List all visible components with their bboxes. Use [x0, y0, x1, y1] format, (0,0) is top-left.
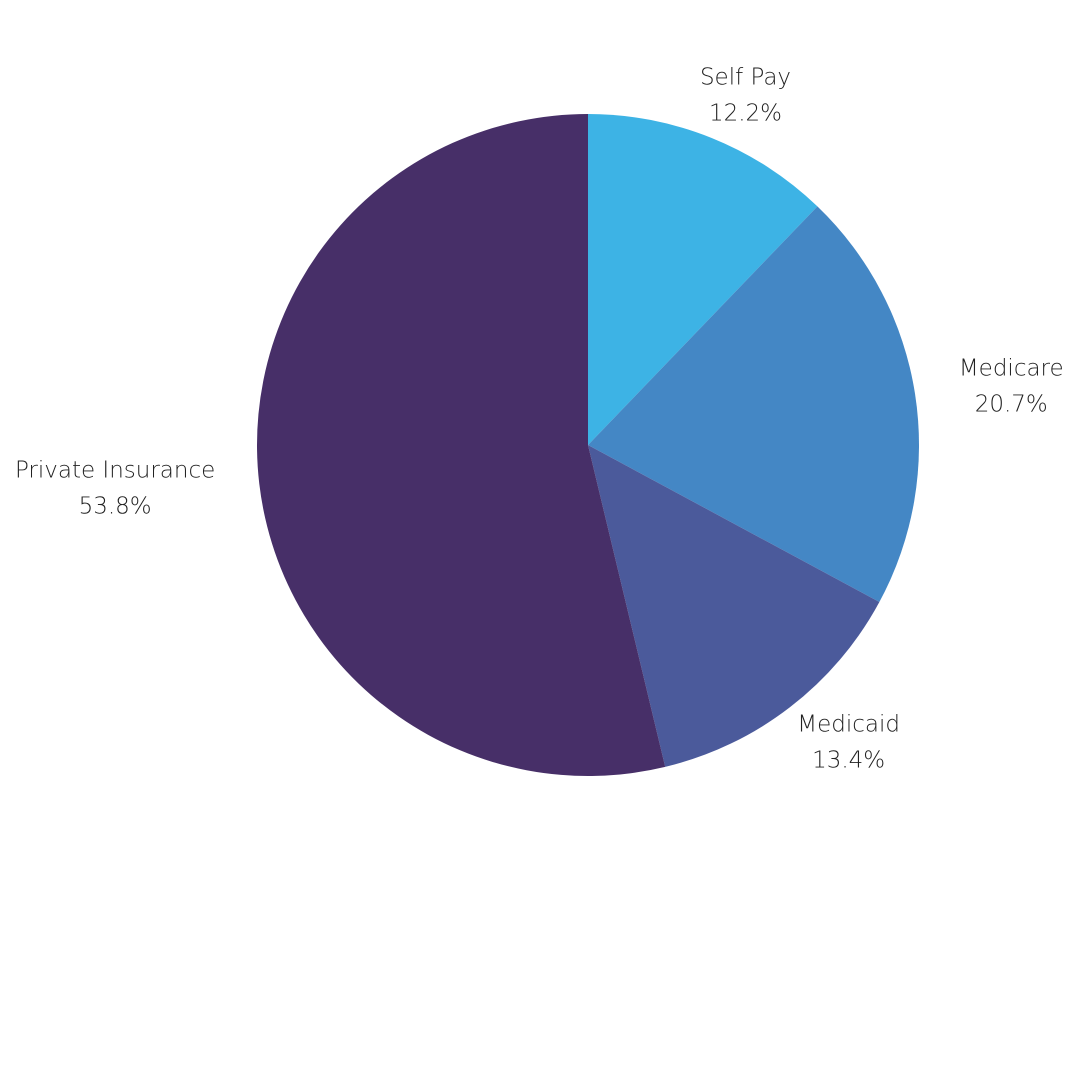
value-label: 12.2%: [709, 101, 782, 127]
pie-slice: [256, 114, 666, 776]
slice-label: Self Pay: [700, 65, 791, 91]
pie-slice: [588, 114, 818, 445]
value-label: 13.4%: [812, 747, 885, 773]
slice-label: Medicare: [959, 355, 1064, 381]
value-label: 53.8%: [79, 494, 152, 520]
slice-label: Medicaid: [797, 711, 900, 737]
pie-slice: [588, 206, 919, 603]
slice-label: Private Insurance: [15, 458, 215, 484]
value-label: 20.7%: [975, 391, 1048, 417]
pie-slice: [588, 445, 880, 767]
